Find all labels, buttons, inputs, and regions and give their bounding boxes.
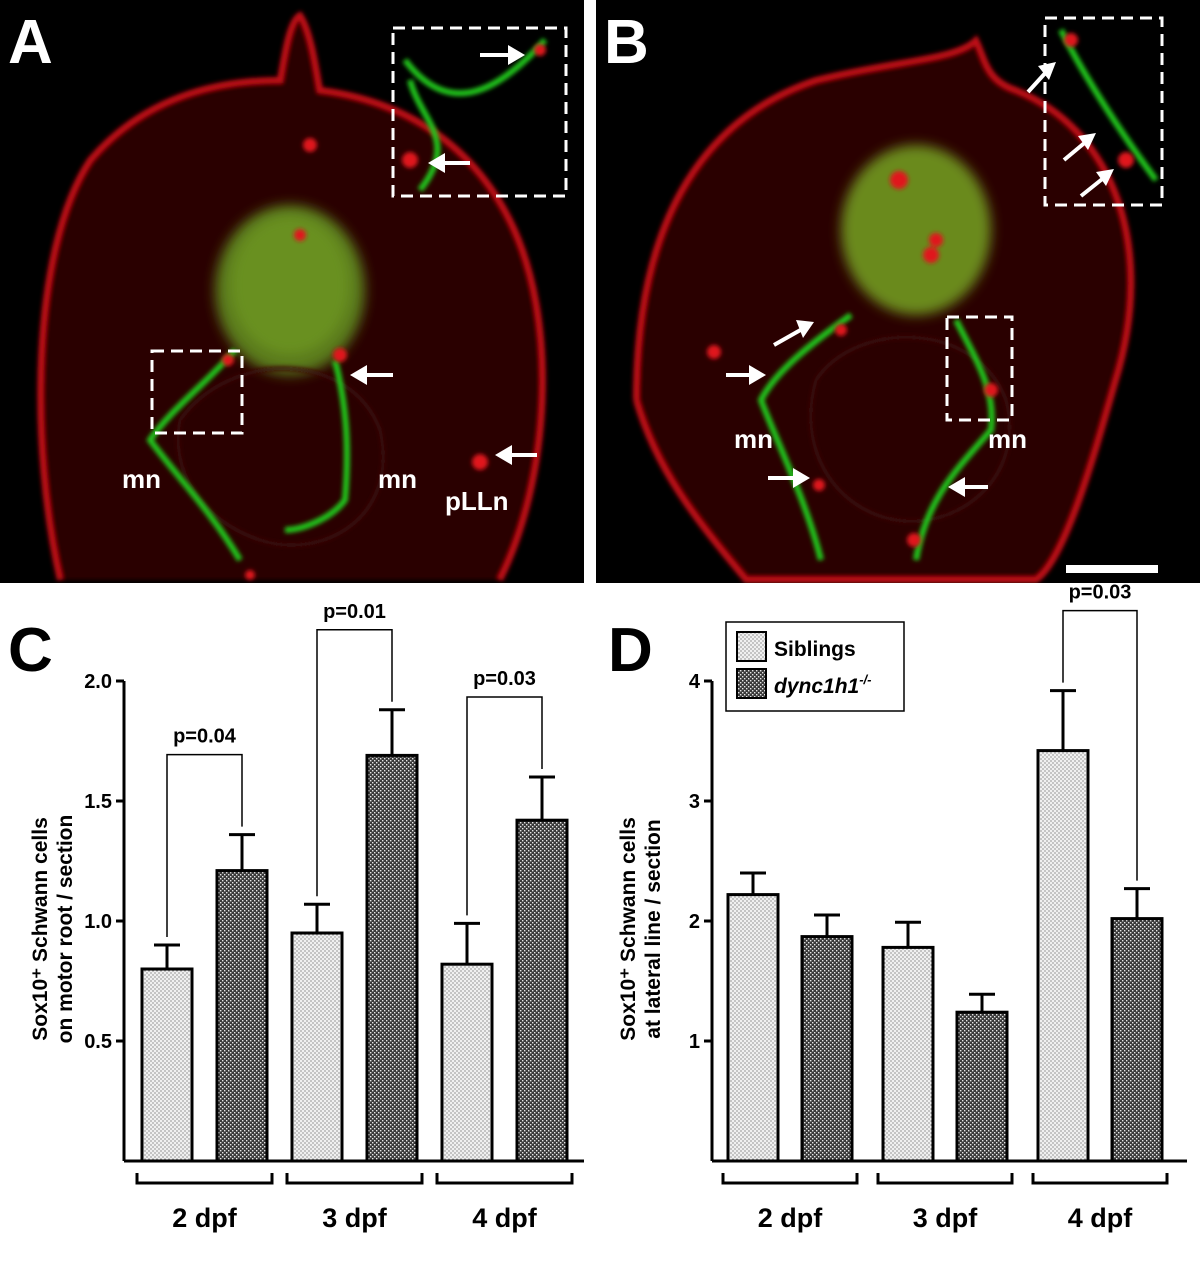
panel-letter-c: C: [8, 616, 53, 685]
bar-mutant: [215, 869, 269, 1163]
inset-box-b: [1043, 16, 1164, 207]
label-pLLn: pLLn: [445, 486, 509, 516]
chart-plot-area: 1 2 3 4 Sox10⁺ Schwann cells at lateral line …: [617, 582, 1187, 1233]
bar-siblings: [881, 945, 935, 1163]
bar-mutant: [365, 753, 419, 1163]
chart-d: 1 2 3 4 Sox10⁺ Schwann cells at lateral line …: [617, 582, 1187, 1233]
spinal-cord-b: [841, 145, 991, 315]
panel-a-image: mn mn pLLn: [0, 0, 584, 583]
red-puncta-b: [707, 33, 1134, 547]
y-tick-label: 4: [689, 671, 701, 693]
category-bracket: [876, 1173, 1014, 1185]
panel-b-image: mn mn: [596, 0, 1200, 583]
pvalue-label: p=0.04: [173, 726, 237, 748]
x-category-label: 4 dpf: [472, 1203, 538, 1233]
category-bracket: [285, 1173, 424, 1185]
arrows-a: [350, 45, 537, 465]
category-bracket: [435, 1173, 574, 1185]
zoom-region-box-a: [150, 349, 244, 435]
y-axis-label-line2: on motor root / section: [54, 815, 77, 1044]
pvalue-label: p=0.03: [473, 668, 536, 690]
bar-siblings: [1036, 749, 1090, 1163]
legend-label-mutant-superscript: -/-: [859, 672, 871, 687]
bar-mutant: [800, 935, 854, 1163]
bar-mutant: [515, 818, 569, 1163]
legend-swatch-mutant: [736, 668, 767, 699]
chart-c: 0.5 1.0 1.5 2.0 Sox10⁺ Schwann cells on motor…: [29, 601, 584, 1233]
chart-plot-area: 0.5 1.0 1.5 2.0 Sox10⁺ Schwann cells on motor…: [29, 601, 584, 1233]
pvalue-bracket: [316, 629, 393, 897]
label-mn-left-b: mn: [734, 424, 773, 454]
y-axis-label-line1: Sox10⁺ Schwann cells: [617, 817, 640, 1041]
inset-box-a: [391, 26, 568, 198]
panel-a-micrograph: mn mn pLLn: [0, 0, 584, 583]
y-axis-label-line1: Sox10⁺ Schwann cells: [29, 817, 52, 1041]
motor-nerves: [146, 37, 548, 562]
y-tick-label: 1: [689, 1031, 700, 1053]
legend-label-siblings: Siblings: [774, 638, 856, 661]
pvalue-bracket: [1062, 609, 1138, 881]
x-category-label: 2 dpf: [172, 1203, 238, 1233]
arrows-b: [726, 62, 1114, 497]
bar-siblings: [290, 931, 344, 1163]
y-tick-label: 0.5: [84, 1031, 112, 1053]
bar-siblings: [440, 962, 494, 1163]
legend: Siblings dync1h1-/-: [725, 621, 905, 712]
label-mn-right-b: mn: [988, 424, 1027, 454]
pvalue-label: p=0.01: [323, 601, 386, 623]
y-tick-label: 1.0: [84, 911, 112, 933]
panel-letter-a: A: [8, 8, 53, 77]
motor-nerves-b: [757, 28, 1159, 561]
red-puncta: [222, 44, 546, 580]
bar-siblings: [140, 967, 194, 1163]
category-bracket: [721, 1173, 859, 1185]
bar-mutant: [955, 1010, 1009, 1163]
legend-swatch-siblings: [736, 631, 767, 662]
x-category-label: 3 dpf: [913, 1203, 979, 1233]
y-axis-label-line2: at lateral line / section: [642, 819, 665, 1038]
label-mn-right-a: mn: [378, 464, 417, 494]
y-tick-label: 1.5: [84, 791, 112, 813]
label-mn-left-a: mn: [122, 464, 161, 494]
y-tick-label: 2: [689, 911, 700, 933]
scale-bar: [1066, 565, 1158, 573]
category-bracket: [1031, 1173, 1169, 1185]
legend-label-mutant: dync1h1-/-: [774, 672, 871, 698]
panel-letter-d: D: [608, 616, 653, 685]
x-category-label: 4 dpf: [1068, 1203, 1134, 1233]
zoom-region-box-b: [945, 315, 1014, 422]
panel-b-micrograph: mn mn: [596, 0, 1200, 583]
y-tick-label: 2.0: [84, 671, 112, 693]
bar-mutant: [1110, 917, 1164, 1163]
pvalue-bracket: [466, 696, 543, 916]
pvalue-bracket: [166, 753, 243, 937]
category-bracket: [135, 1173, 274, 1185]
pvalue-label: p=0.03: [1069, 582, 1132, 604]
bar-siblings: [726, 893, 780, 1163]
x-category-label: 2 dpf: [758, 1203, 824, 1233]
x-category-label: 3 dpf: [322, 1203, 388, 1233]
panel-letter-b: B: [604, 8, 649, 77]
y-tick-label: 3: [689, 791, 700, 813]
